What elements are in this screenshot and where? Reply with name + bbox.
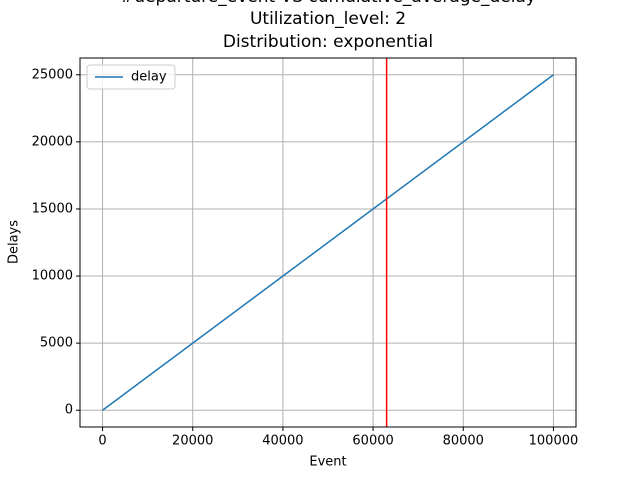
- legend-label: delay: [131, 70, 167, 85]
- chart-subtitle: Utilization_level: 2: [250, 9, 406, 29]
- y-tick-label: 20000: [32, 134, 73, 149]
- x-tick-label: 40000: [262, 434, 303, 449]
- x-tick-label: 20000: [172, 434, 213, 449]
- legend-box: [86, 64, 176, 90]
- chart-title: #departure_event VS cumulative_average_d…: [120, 0, 536, 7]
- x-tick-label: 80000: [443, 434, 484, 449]
- x-tick-label: 100000: [529, 434, 579, 449]
- plot-frame: [79, 57, 577, 428]
- chart-subtitle: Distribution: exponential: [223, 32, 433, 52]
- x-axis-label: Event: [309, 455, 346, 470]
- y-axis-label: Delays: [7, 220, 22, 264]
- y-tick-label: 10000: [32, 269, 73, 284]
- data-line: [102, 74, 554, 411]
- x-tick-label: 0: [98, 434, 106, 449]
- y-tick-label: 5000: [40, 336, 73, 351]
- y-tick-label: 25000: [32, 67, 73, 82]
- y-tick-label: 0: [65, 403, 73, 418]
- y-tick-label: 15000: [32, 201, 73, 216]
- x-tick-label: 60000: [352, 434, 393, 449]
